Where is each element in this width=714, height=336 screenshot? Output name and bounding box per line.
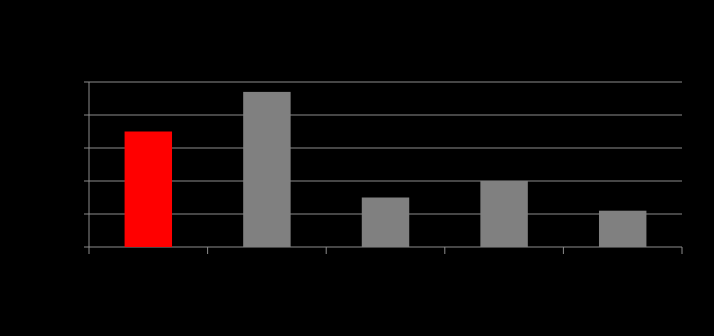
bar <box>598 210 647 247</box>
y-tick-label: 3 <box>72 140 79 154</box>
bar <box>361 197 410 247</box>
bar <box>124 131 173 247</box>
y-tick-label: 1 <box>72 206 79 220</box>
bar <box>243 91 291 248</box>
y-tick-label: 2 <box>72 173 79 187</box>
bar <box>480 181 528 247</box>
y-tick-label: 4 <box>72 107 79 121</box>
y-tick-label: 0 <box>72 239 79 253</box>
y-tick-label: 5 <box>72 74 79 88</box>
